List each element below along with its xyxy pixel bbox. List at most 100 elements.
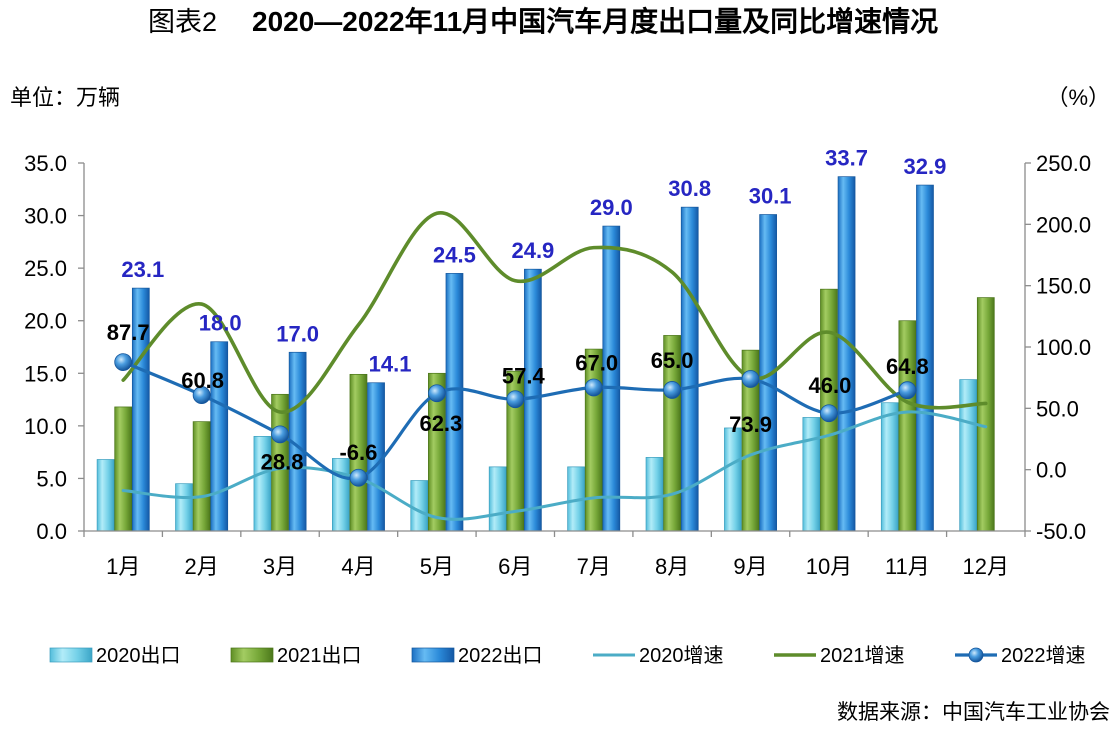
bar-export-2020-m11 [880,402,899,532]
label-export-2022-m7: 29.0 [590,195,633,220]
label-export-2022-m2: 18.0 [199,311,242,336]
legend-marker-growth-2022 [968,647,984,663]
marker-growth-2022-m2 [192,386,211,404]
label-growth-2022-m2: 60.8 [181,368,224,393]
label-export-2022-m9: 30.1 [749,184,792,209]
bars [96,176,995,532]
bar-export-2020-m2 [175,483,193,532]
legend-swatch-export-2022 [411,647,455,663]
y-axis-right-tick-label: 50.0 [1036,396,1079,421]
bar-export-2022-m5 [445,273,464,532]
bar-export-2020-m8 [645,457,664,532]
markers [114,353,917,487]
bar-export-2021-m12 [976,297,995,532]
label-growth-2022-m10: 46.0 [809,373,852,398]
bar-export-2022-m6 [524,268,542,532]
line-growth-2021 [121,211,988,414]
label-export-2022-m11: 32.9 [904,154,947,179]
legend-item-growth-2022: 2022增速 [955,644,1086,667]
legend-item-growth-2020: 2020增速 [593,644,724,667]
lines [121,211,988,521]
legend-item-growth-2021: 2021增速 [774,644,905,667]
y-axis-right-tick-label: 250.0 [1036,151,1091,176]
line-growth-2020 [121,410,988,521]
marker-growth-2022-m1 [114,353,133,371]
legend-swatch-export-2021 [230,647,274,663]
label-growth-2022-m4: -6.6 [339,440,377,465]
marker-growth-2022-m8 [663,381,682,399]
y-axis-left-tick-label: 25.0 [24,256,67,281]
y-axis-left-tick-label: 20.0 [24,309,67,334]
legend: 2020出口 2021出口 2022出口 2020增速 2021增速 2022增速 [49,644,1086,667]
label-growth-2022-m9: 73.9 [729,412,772,437]
label-growth-2022-m8: 65.0 [651,348,694,373]
label-export-2022-m8: 30.8 [668,176,711,201]
legend-label-growth-2020: 2020增速 [639,644,724,667]
x-axis-label-m5: 5月 [420,554,454,579]
bar-export-2021-m7 [584,348,603,532]
source-note: 数据来源：中国汽车工业协会 [837,701,1110,724]
x-axis-label-m12: 12月 [963,554,1009,579]
chart-title-prefix: 图表2 [148,7,217,37]
x-axis-label-m2: 2月 [185,554,219,579]
legend-item-export-2021: 2021出口 [230,644,362,667]
x-axis-label-m6: 6月 [498,554,532,579]
marker-growth-2022-m9 [741,370,760,388]
y-axis-right-tick-label: 0.0 [1036,458,1067,483]
label-export-2022-m3: 17.0 [276,321,319,346]
x-axis-label-m11: 11月 [885,554,930,579]
marker-growth-2022-m11 [898,381,917,400]
legend-label-export-2020: 2020出口 [96,644,181,667]
legend-swatch-export-2020 [49,647,93,663]
label-export-2022-m5: 24.5 [433,242,476,267]
bar-export-2020-m5 [410,480,429,532]
label-growth-2022-m1: 87.7 [107,320,150,345]
left-axis-unit-label: 单位：万辆 [10,85,120,110]
label-export-2022-m10: 33.7 [825,146,868,171]
bar-export-2020-m9 [724,427,742,532]
label-export-2022-m6: 24.9 [511,238,554,263]
x-axis-label-m7: 7月 [577,554,611,579]
y-axis-right-tick-label: 200.0 [1036,212,1091,237]
bar-export-2020-m1 [96,459,115,532]
bar-export-2022-m10 [837,176,856,532]
legend-label-growth-2022: 2022增速 [1001,644,1086,667]
y-axis-left-tick-label: 15.0 [24,361,67,386]
y-axis-left-tick-label: 10.0 [24,414,67,439]
marker-growth-2022-m6 [506,390,525,409]
y-axis-right-tick-label: 100.0 [1036,335,1091,360]
marker-growth-2022-m7 [584,378,603,397]
y-axis-left-tick-label: 0.0 [36,519,67,544]
y-axis-left-tick-label: 30.0 [24,204,67,229]
x-axis-label-m9: 9月 [733,554,767,579]
bar-export-2020-m10 [802,417,821,532]
right-axis-unit-label: （%） [1046,85,1110,110]
bar-export-2020-m12 [959,379,978,532]
bar-export-2020-m4 [332,458,350,532]
x-axis-label-m8: 8月 [655,554,689,579]
label-growth-2022-m5: 62.3 [419,411,462,436]
legend-label-growth-2021: 2021增速 [820,644,905,667]
label-growth-2022-m7: 67.0 [575,350,618,375]
label-growth-2022-m11: 64.8 [886,354,929,379]
legend-label-export-2021: 2021出口 [277,644,362,667]
legend-item-export-2022: 2022出口 [411,644,543,667]
plot-area: 0.0 5.0 10.0 15.0 20.0 25.0 30.0 35.0 -50.0 0.0 50… [24,146,1091,579]
data-labels: 23.1 18.0 17.0 14.1 24.5 24.9 29.0 30.8 30.1 33.7… [107,146,947,475]
legend-item-export-2020: 2020出口 [49,644,181,667]
x-axis-label-m10: 10月 [806,554,852,579]
y-axis-right-tick-label: -50.0 [1036,519,1086,544]
y-axis-left-tick-label: 5.0 [36,466,67,491]
line-growth-2022 [121,360,909,481]
x-axis-label-m4: 4月 [341,554,375,579]
bar-export-2021-m2 [192,421,211,532]
marker-growth-2022-m5 [427,384,446,403]
legend-label-export-2022: 2022出口 [458,644,543,667]
marker-growth-2022-m3 [271,425,289,444]
y-axis-left-tick-label: 35.0 [24,151,67,176]
x-axis-label-m1: 1月 [106,554,140,579]
label-growth-2022-m6: 57.4 [502,363,546,388]
bar-export-2022-m7 [602,225,621,532]
marker-growth-2022-m4 [349,468,368,487]
